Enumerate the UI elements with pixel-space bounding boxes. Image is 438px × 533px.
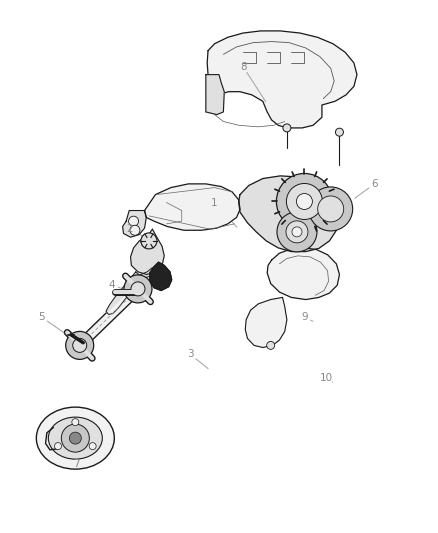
Text: 4: 4	[108, 280, 115, 290]
Circle shape	[141, 233, 157, 249]
Polygon shape	[150, 262, 172, 290]
Text: 6: 6	[371, 179, 378, 189]
Circle shape	[130, 225, 140, 235]
Circle shape	[124, 275, 152, 303]
Text: 7: 7	[73, 459, 80, 469]
Circle shape	[66, 332, 94, 359]
Polygon shape	[106, 268, 155, 314]
Polygon shape	[131, 229, 164, 274]
Circle shape	[276, 173, 332, 230]
Circle shape	[131, 282, 145, 296]
Circle shape	[73, 338, 87, 352]
Text: 1: 1	[211, 198, 218, 207]
Polygon shape	[145, 184, 240, 230]
Polygon shape	[206, 31, 357, 128]
Circle shape	[318, 196, 344, 222]
Circle shape	[54, 442, 61, 450]
Circle shape	[69, 432, 81, 444]
Circle shape	[129, 216, 138, 226]
Polygon shape	[123, 211, 146, 237]
Polygon shape	[206, 75, 224, 115]
Circle shape	[61, 424, 89, 452]
Circle shape	[283, 124, 291, 132]
Text: 3: 3	[187, 350, 194, 359]
Circle shape	[72, 418, 79, 426]
Text: 8: 8	[240, 62, 247, 71]
Text: 5: 5	[38, 312, 45, 322]
Circle shape	[141, 234, 155, 248]
Circle shape	[286, 221, 308, 243]
Ellipse shape	[36, 407, 114, 469]
Circle shape	[309, 187, 353, 231]
Circle shape	[292, 227, 302, 237]
Circle shape	[336, 128, 343, 136]
Text: 10: 10	[320, 374, 333, 383]
Polygon shape	[245, 297, 287, 348]
Circle shape	[267, 341, 275, 350]
Circle shape	[297, 193, 312, 209]
Circle shape	[277, 212, 317, 252]
Circle shape	[89, 442, 96, 450]
Text: 9: 9	[301, 312, 308, 322]
Polygon shape	[239, 176, 338, 252]
Ellipse shape	[48, 417, 102, 459]
Text: 2: 2	[126, 224, 133, 234]
Circle shape	[286, 183, 322, 220]
Polygon shape	[267, 248, 339, 300]
